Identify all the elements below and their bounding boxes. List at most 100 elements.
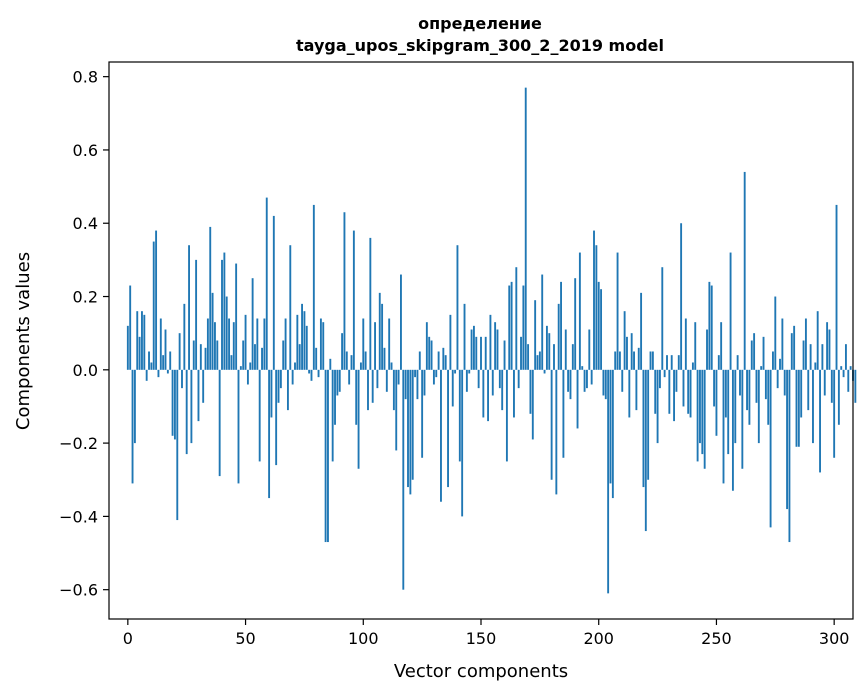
bar — [188, 245, 190, 370]
bar — [520, 336, 522, 370]
y-axis-ticks: −0.6 −0.4 −0.2 0.0 0.2 0.4 0.6 0.8 — [59, 68, 109, 600]
bar — [630, 333, 633, 370]
bar — [741, 369, 744, 469]
bar — [675, 369, 678, 392]
bar — [788, 369, 791, 543]
bar — [214, 322, 216, 370]
bar — [543, 369, 546, 374]
bar — [456, 245, 459, 370]
bar — [828, 329, 831, 370]
bar — [833, 369, 836, 458]
y-tick-label: 0.4 — [73, 214, 98, 233]
bar — [814, 362, 817, 370]
bar — [258, 369, 261, 462]
bar — [324, 369, 327, 543]
bar — [802, 340, 805, 370]
bar — [699, 369, 701, 444]
bar — [821, 344, 824, 370]
bar — [256, 318, 259, 370]
chart-subtitle: tayga_upos_skipgram_300_2_2019 model — [296, 36, 664, 55]
bar — [432, 369, 435, 385]
bar — [261, 347, 263, 370]
bar — [218, 369, 221, 477]
bar — [164, 329, 167, 370]
bar — [835, 204, 838, 370]
bar — [548, 333, 551, 370]
bar — [600, 289, 603, 370]
bar — [538, 351, 541, 370]
bar — [529, 369, 532, 414]
bar — [369, 237, 372, 370]
bar — [425, 322, 428, 370]
x-tick-label: 100 — [348, 629, 379, 648]
bar — [190, 369, 193, 444]
bar — [793, 325, 796, 370]
bar — [225, 296, 228, 370]
bar — [223, 252, 226, 370]
bar — [661, 267, 664, 370]
bar — [623, 311, 626, 370]
bar — [553, 344, 555, 370]
bar — [505, 369, 508, 462]
bar — [475, 336, 478, 370]
bar — [458, 369, 461, 462]
bar — [374, 322, 376, 370]
bar — [753, 333, 756, 370]
bar — [129, 285, 132, 370]
bar — [767, 369, 770, 425]
bar — [682, 369, 685, 407]
bar — [338, 369, 341, 392]
bar — [847, 369, 850, 392]
bar — [557, 303, 560, 370]
bar — [677, 355, 680, 370]
bar — [286, 369, 289, 411]
bar — [635, 369, 638, 411]
bar — [494, 322, 497, 370]
x-tick-label: 200 — [583, 629, 614, 648]
bar — [637, 347, 640, 370]
bar — [797, 369, 800, 447]
bar — [312, 204, 315, 370]
bar — [397, 369, 400, 385]
bar — [296, 314, 299, 370]
bar — [315, 347, 318, 370]
bar — [251, 278, 254, 370]
bar — [303, 311, 306, 370]
bar — [515, 267, 518, 370]
bar — [503, 340, 506, 370]
bar — [209, 226, 212, 370]
bar — [367, 369, 369, 411]
bar — [435, 369, 438, 378]
bar — [171, 369, 174, 436]
bar — [670, 355, 673, 370]
bar — [626, 336, 628, 370]
bar — [611, 369, 614, 499]
bar — [710, 285, 713, 370]
bar — [138, 336, 141, 370]
y-tick-label: −0.6 — [59, 581, 98, 600]
bar — [454, 369, 457, 374]
bar — [830, 369, 833, 403]
bar — [148, 351, 150, 370]
bar — [355, 369, 358, 425]
bar — [819, 369, 821, 473]
bar — [604, 369, 607, 400]
bar — [555, 369, 558, 495]
bar — [341, 333, 344, 370]
bar — [713, 369, 716, 407]
bar — [560, 281, 562, 370]
bar — [395, 369, 398, 451]
bar — [597, 281, 600, 370]
bar — [654, 369, 657, 414]
bar — [289, 245, 292, 370]
bar — [461, 369, 464, 517]
bar — [211, 292, 214, 370]
bar — [159, 318, 162, 370]
bar — [362, 318, 365, 370]
bar — [322, 322, 325, 370]
bar — [849, 366, 852, 370]
bar — [249, 362, 252, 370]
bar — [202, 369, 205, 403]
bar — [357, 369, 360, 469]
bar — [800, 369, 803, 418]
